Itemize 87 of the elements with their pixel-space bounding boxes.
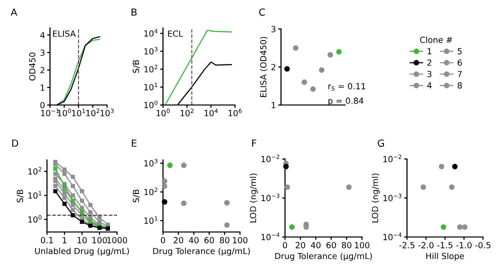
y-axis-title: LOD (ng/ml) — [372, 174, 380, 222]
x-tick-label: 100 — [92, 237, 107, 244]
annotation: ELISA — [53, 30, 76, 37]
y-tick-label: 10$^{−2}$ — [383, 154, 402, 162]
y-tick-label: 10$^{0}$ — [28, 215, 42, 223]
x-tick-label: 100 — [354, 242, 370, 248]
y-tick-label: 10$^{−4}$ — [261, 232, 280, 240]
y-axis-title: LOD (ng/ml) — [250, 174, 258, 222]
annotation: p = 0.84 — [328, 98, 364, 106]
x-tick-label: -0.5 — [475, 242, 490, 248]
y-tick-label: 10$^{−4}$ — [383, 232, 402, 240]
chart-title: E — [132, 140, 136, 147]
x-tick-label: 20 — [174, 237, 184, 244]
annotation: ECL — [168, 30, 183, 37]
chart-title: D — [12, 140, 18, 147]
legend-title: Clone # — [420, 36, 452, 43]
x-tick-label: 10$^{0}$ — [58, 108, 71, 116]
legend-label: 6 — [458, 59, 462, 66]
y-tick-label: 10$^{1}$ — [144, 82, 158, 90]
chart-title: G — [378, 139, 384, 147]
x-tick-label: 10$^{3}$ — [100, 108, 114, 116]
y-tick-label: 4 — [40, 32, 45, 38]
x-tick-label: 80 — [220, 237, 230, 244]
y-tick-label: 3 — [271, 26, 276, 32]
y-tick-label: 10$^{−3}$ — [261, 194, 280, 202]
x-axis-title: Unlabled Drug (μg/mL) — [35, 248, 129, 256]
y-tick-label: 10$^{1}$ — [144, 216, 158, 224]
x-tick-label: 60 — [326, 242, 336, 248]
legend-label: 8 — [458, 82, 462, 89]
legend-label: 3 — [427, 70, 432, 78]
x-axis-title: Drug Tolerance (μg/mL) — [275, 252, 372, 261]
x-tick-label: -2.5 — [399, 242, 414, 248]
y-tick-label: 3 — [40, 49, 44, 56]
y-tick-label: 10$^{2}$ — [144, 188, 158, 196]
annotation: r$_{S}$ = 0.11 — [328, 83, 366, 91]
x-tick-label: 80 — [342, 242, 352, 248]
x-tick-label: 10$^{2}$ — [86, 108, 100, 116]
x-tick-label: 0 — [282, 242, 288, 248]
y-tick-label: 0 — [40, 102, 45, 108]
y-tick-label: 1 — [40, 84, 44, 91]
x-tick-label: -2.0 — [418, 242, 434, 248]
legend-label: 4 — [427, 82, 432, 88]
chart-title: F — [252, 140, 256, 147]
x-tick-label: 10$^{−1}$ — [41, 108, 59, 116]
x-tick-label: 10$^{4}$ — [204, 108, 218, 116]
x-tick-label: 1000 — [107, 237, 128, 244]
x-tick-label: -1.5 — [437, 242, 452, 248]
x-tick-label: 100 — [232, 237, 248, 244]
y-tick-label: 10$^{0}$ — [144, 100, 158, 108]
x-tick-label: 20 — [296, 242, 306, 248]
y-axis-title: S/B — [132, 60, 140, 73]
y-tick-label: 10$^{2}$ — [28, 167, 42, 175]
x-tick-label: -1.0 — [456, 242, 472, 248]
x-tick-label: 0 — [160, 237, 166, 244]
x-tick-label: 10$^{1}$ — [72, 108, 86, 116]
x-axis-title: Hill Slope — [426, 252, 464, 261]
y-tick-label: 2 — [271, 64, 276, 70]
y-axis-title: S/B — [132, 190, 140, 202]
x-tick-label: 60 — [204, 237, 214, 244]
y-tick-label: 10$^{1}$ — [28, 191, 42, 199]
y-tick-label: 10$^{4}$ — [144, 29, 158, 37]
x-tick-label: 10 — [78, 237, 87, 244]
x-axis-title: Drug Tolerance (μg/mL) — [153, 248, 250, 256]
legend-label: 5 — [458, 48, 462, 54]
y-tick-label: 10$^{−3}$ — [383, 194, 402, 202]
y-axis-title: S/B — [16, 190, 24, 202]
legend-label: 1 — [428, 48, 432, 54]
chart-title: C — [259, 8, 265, 16]
y-tick-label: 2 — [40, 66, 44, 74]
y-tick-label: 10$^{−2}$ — [261, 154, 280, 162]
x-tick-label: 1 — [62, 237, 66, 244]
x-tick-label: 10$^{6}$ — [228, 108, 242, 116]
legend-label: 7 — [458, 70, 462, 78]
x-tick-label: 40 — [188, 237, 199, 244]
y-axis-title: ELISA (OD450) — [260, 36, 268, 97]
y-axis-title: OD450 — [29, 52, 36, 80]
y-tick-label: 10$^{3}$ — [144, 158, 158, 166]
legend-label: 2 — [427, 59, 432, 66]
x-tick-label: 40 — [310, 242, 321, 248]
x-tick-label: 10$^{0}$ — [156, 108, 170, 116]
chart-title: A — [10, 8, 18, 16]
x-tick-label: 0.1 — [40, 237, 53, 244]
x-tick-label: 10$^{2}$ — [180, 108, 194, 116]
y-tick-label: 1 — [272, 102, 276, 108]
y-tick-label: 10$^{3}$ — [144, 46, 158, 55]
y-tick-label: 10$^{2}$ — [144, 64, 158, 72]
chart-title: B — [132, 8, 137, 16]
